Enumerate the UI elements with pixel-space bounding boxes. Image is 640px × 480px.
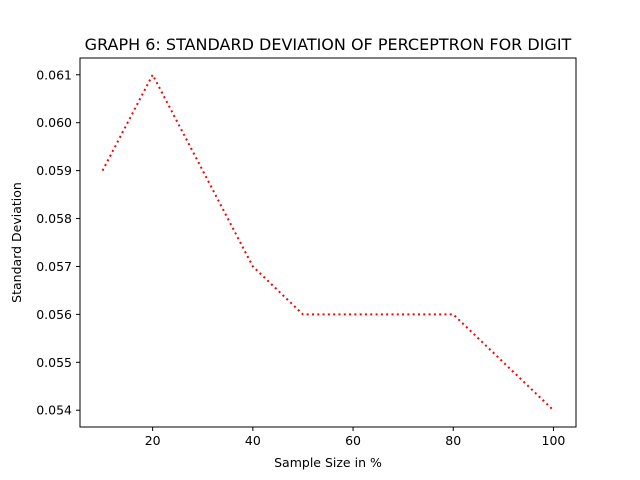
x-axis-label: Sample Size in % — [274, 455, 382, 470]
chart-title: GRAPH 6: STANDARD DEVIATION OF PERCEPTRO… — [85, 35, 572, 54]
y-axis: 0.054 0.055 0.056 0.057 0.058 0.059 0.060 0.061 — [36, 67, 80, 418]
x-axis: 20 40 60 80 100 — [145, 427, 566, 448]
y-tick-label: 0.060 — [36, 115, 72, 130]
y-tick-label: 0.055 — [36, 355, 72, 370]
y-tick-label: 0.057 — [36, 259, 72, 274]
y-tick-label: 0.056 — [36, 307, 72, 322]
x-tick-label: 100 — [542, 433, 566, 448]
series-layer — [101, 72, 555, 411]
x-tick-label: 20 — [145, 433, 161, 448]
x-tick-label: 60 — [345, 433, 361, 448]
y-tick-label: 0.059 — [36, 163, 72, 178]
plot-frame — [79, 57, 577, 428]
x-tick-label: 80 — [445, 433, 461, 448]
x-tick-label: 40 — [245, 433, 261, 448]
y-axis-label: Standard Deviation — [9, 182, 24, 303]
plot-area — [79, 57, 577, 428]
y-tick-label: 0.054 — [36, 403, 72, 418]
y-tick-label: 0.061 — [36, 67, 72, 82]
series-line — [101, 72, 555, 411]
y-tick-label: 0.058 — [36, 211, 72, 226]
